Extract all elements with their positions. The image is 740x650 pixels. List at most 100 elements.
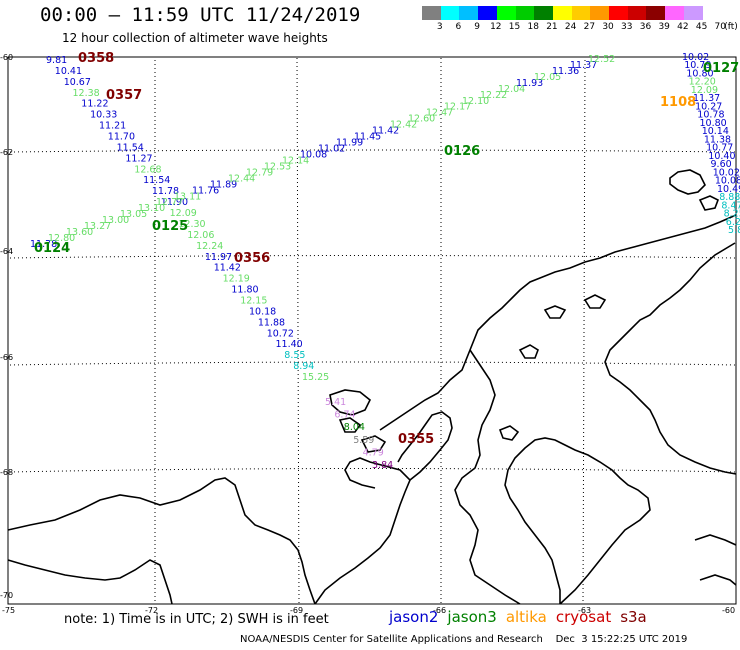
wave-height-value: 12.09	[170, 208, 197, 219]
wave-height-value: 12.68	[134, 164, 161, 175]
wave-height-value: 10.27	[695, 101, 722, 112]
pass-label-0356: 0356	[234, 251, 270, 266]
wave-height-value: 12.05	[534, 72, 561, 83]
wave-height-value: 11.90	[161, 197, 188, 208]
colorbar-labels: 3 6 9 12 15 18 21 24 27 30 33 36 39 42 45 70 (ft)	[422, 22, 740, 34]
wave-height-value: 10.18	[249, 306, 276, 317]
wave-height-value: 12.38	[73, 88, 100, 99]
wave-height-value: 12.22	[480, 90, 507, 101]
wave-height-value: 12.15	[240, 296, 267, 307]
legend-cryosat: cryosat	[555, 608, 612, 626]
wave-height-value: 6.74	[334, 410, 355, 421]
wave-height-value: 6.28	[726, 217, 740, 228]
wave-height-value: 8.25	[724, 209, 740, 220]
wave-height-value: 11.54	[143, 175, 170, 186]
wave-height-value: 12.17	[444, 102, 471, 113]
wave-height-value: 11.45	[354, 132, 381, 143]
wave-height-value: 11.22	[81, 99, 108, 110]
wave-height-value: 10.33	[90, 110, 117, 121]
wave-height-value: 12.60	[408, 114, 435, 125]
pass-label-0126: 0126	[444, 144, 480, 159]
wave-height-value: 11.38	[704, 134, 731, 145]
legend-altika: altika	[505, 608, 547, 626]
wave-height-value: 8.94	[293, 361, 314, 372]
wave-height-value: 12.24	[196, 241, 223, 252]
page-subtitle: 12 hour collection of altimeter wave hei…	[62, 31, 328, 45]
lat-label: -64	[0, 247, 13, 256]
wave-height-value: 9.60	[711, 159, 732, 170]
colorbar-label: 33	[621, 22, 633, 32]
wave-height-value: 8.88	[719, 192, 740, 203]
wave-height-value: 10.41	[55, 66, 82, 77]
colorbar-label: 70	[714, 22, 727, 32]
wave-height-value: 10.79	[684, 60, 711, 71]
wave-height-value: 8.04	[344, 422, 365, 433]
wave-height-value: 11.80	[231, 285, 258, 296]
colorbar-label: 6	[455, 22, 462, 32]
map-border	[7, 56, 737, 605]
wave-height-value: 11.97	[205, 252, 232, 263]
wave-height-value: 11.40	[276, 339, 303, 350]
wave-height-value: 12.80	[48, 233, 75, 244]
wave-height-value: 10.02	[682, 52, 709, 63]
lon-label: -75	[2, 606, 15, 615]
wave-height-value: 9.81	[46, 55, 67, 66]
pass-label-0358: 0358	[78, 51, 114, 66]
wave-height-value: 13.05	[120, 209, 147, 220]
wave-height-value: 11.78	[30, 239, 57, 250]
wave-height-value: 11.42	[214, 263, 241, 274]
wave-height-value: 12.42	[390, 120, 417, 131]
wave-height-value: 11.78	[152, 186, 179, 197]
coastline	[7, 169, 737, 605]
wave-height-value: 10.78	[697, 110, 724, 121]
wave-height-value: 12.19	[223, 274, 250, 285]
wave-height-value: 12.06	[187, 230, 214, 241]
pass-label-0127: 0127	[703, 61, 739, 76]
wave-height-value: 11.37	[693, 93, 720, 104]
colorbar-label: 24	[564, 22, 577, 32]
wave-height-value: 12.20	[689, 77, 716, 88]
lat-labels: -60 -62 -64 -66 -68 -70	[0, 53, 13, 600]
pass-label-0355: 0355	[398, 432, 434, 447]
wave-height-value: 10.40	[708, 151, 735, 162]
wave-height-value: 11.54	[117, 142, 144, 153]
wave-height-value: 13.00	[102, 215, 129, 226]
wave-height-value: 12.09	[691, 85, 718, 96]
wave-height-value: 8.47	[721, 200, 740, 211]
pass-label-0357: 0357	[106, 88, 142, 103]
colorbar-swatch	[478, 6, 497, 20]
satellite-legend: jason2 jason3 altika cryosat s3a	[389, 608, 656, 626]
wave-height-value: 10.08	[300, 150, 327, 161]
wave-height-value: 12.30	[178, 219, 205, 230]
wave-height-value: 10.80	[700, 118, 727, 129]
colorbar-label: 3	[436, 22, 443, 32]
wave-height-value: 11.88	[258, 317, 285, 328]
lat-label: -70	[0, 591, 13, 600]
colorbar-label: 36	[639, 22, 652, 32]
colorbar-label: 12	[490, 22, 502, 32]
wave-height-value: 11.70	[108, 132, 135, 143]
pass-label-1108: 1108	[660, 95, 696, 110]
colorbar-label: 42	[677, 22, 689, 32]
pass-label-0124: 0124	[34, 241, 70, 256]
wave-height-value: 10.80	[686, 69, 713, 80]
wave-height-value: 11.36	[552, 66, 579, 77]
legend-s3a: s3a	[620, 608, 647, 626]
colorbar	[422, 6, 740, 20]
wave-height-value: 10.72	[267, 328, 294, 339]
wave-height-value: 12.47	[426, 108, 453, 119]
wave-height-value: 10.02	[713, 167, 740, 178]
wave-height-value: 5.41	[325, 397, 346, 408]
wave-height-value: 12.77	[156, 197, 183, 208]
wave-height-value: 13.60	[66, 227, 93, 238]
colorbar-label: 30	[602, 22, 614, 32]
lat-label: -68	[0, 468, 13, 477]
wave-height-value: 10.49	[717, 184, 740, 195]
pass-labels: 0358 0357 0356 0355 0124 0125 0126 0127 …	[34, 51, 739, 447]
colorbar-swatch	[515, 6, 535, 20]
wave-height-value: 10.08	[715, 176, 740, 187]
colorbar-label: 9	[474, 22, 480, 32]
wave-height-value: 12.79	[246, 167, 273, 178]
